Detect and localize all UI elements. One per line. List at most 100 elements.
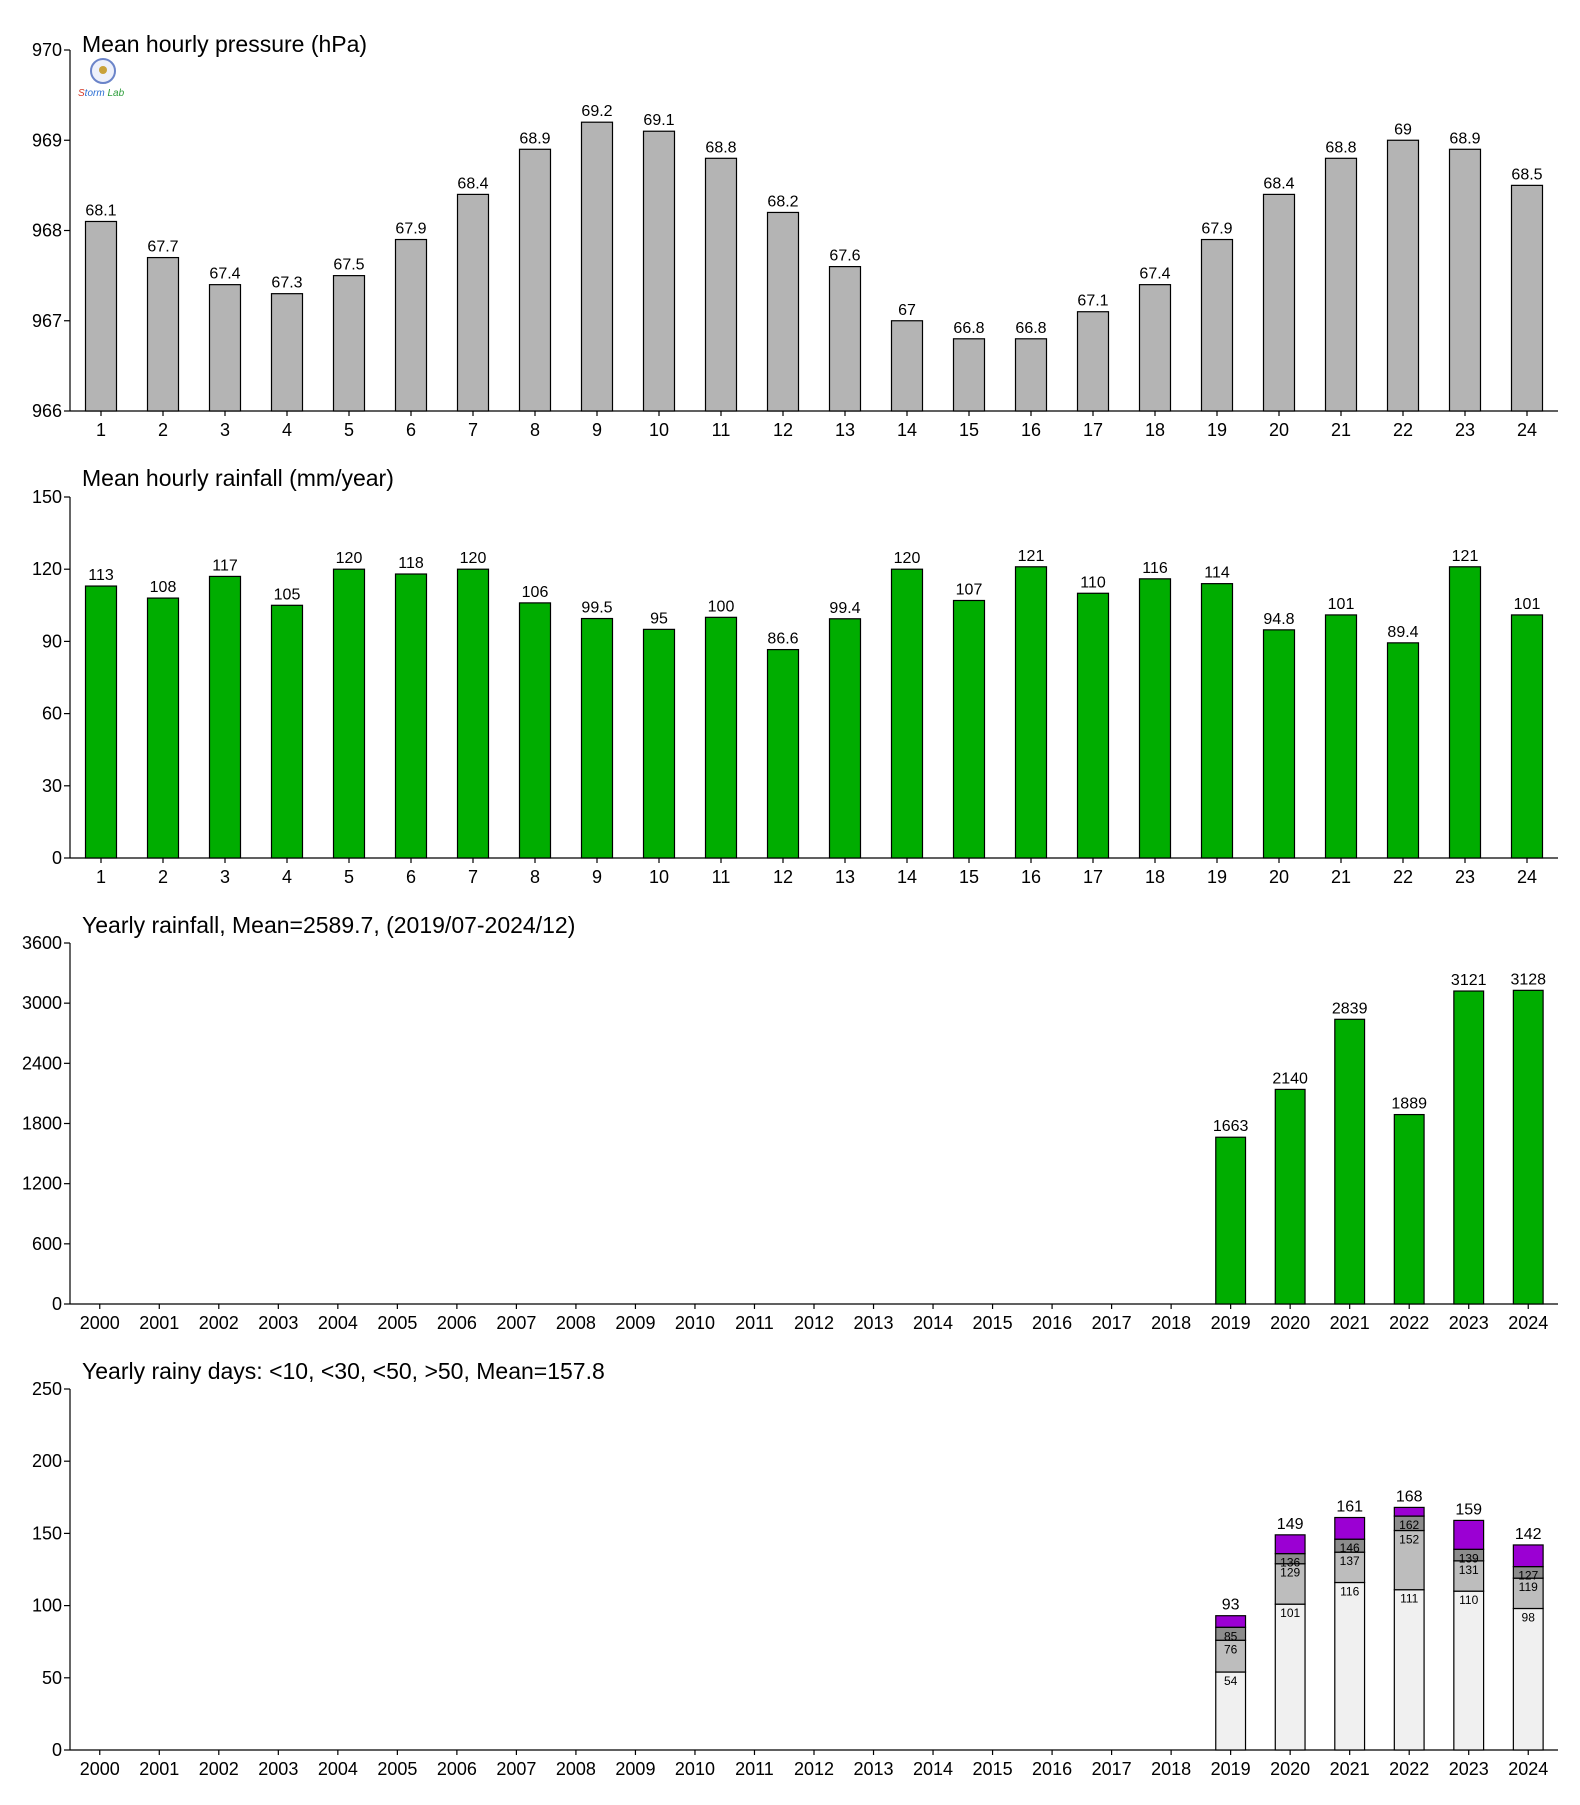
stacked-bar-segment xyxy=(1393,1529,1425,1591)
data-label: 159 xyxy=(1455,1501,1482,1518)
x-tick-label: 2023 xyxy=(1449,1759,1489,1779)
data-label: 120 xyxy=(460,550,487,567)
x-tick-label: 2007 xyxy=(496,1759,536,1779)
x-tick-label: 2004 xyxy=(318,1759,358,1779)
chart-panel-1: Mean hourly pressure (hPa)96696796896997… xyxy=(32,31,1558,440)
data-label: 117 xyxy=(212,557,238,574)
x-tick-label: 2012 xyxy=(794,1313,834,1333)
data-label: 149 xyxy=(1277,1516,1304,1533)
data-label: 69 xyxy=(1394,121,1412,138)
x-tick-label: 7 xyxy=(468,867,478,887)
y-tick-label: 90 xyxy=(42,631,62,651)
x-tick-label: 19 xyxy=(1207,867,1227,887)
y-tick-label: 200 xyxy=(32,1451,62,1471)
bar xyxy=(766,211,800,412)
data-label: 101 xyxy=(1514,596,1541,613)
chart-panel-3: Yearly rainfall, Mean=2589.7, (2019/07-2… xyxy=(22,912,1558,1333)
bar xyxy=(208,575,242,859)
x-tick-label: 2020 xyxy=(1270,1759,1310,1779)
x-tick-label: 4 xyxy=(282,420,292,440)
x-tick-label: 2005 xyxy=(377,1759,417,1779)
bar xyxy=(1324,157,1358,412)
data-label: 106 xyxy=(522,584,549,601)
x-tick-label: 4 xyxy=(282,867,292,887)
data-label: 121 xyxy=(1018,548,1045,565)
bar xyxy=(704,157,738,412)
y-tick-label: 250 xyxy=(32,1379,62,1399)
data-label: 3128 xyxy=(1510,971,1546,988)
x-tick-label: 2018 xyxy=(1151,1759,1191,1779)
x-tick-label: 2001 xyxy=(139,1759,179,1779)
data-label: 161 xyxy=(1336,1499,1363,1516)
data-label: 142 xyxy=(1515,1526,1542,1543)
x-tick-label: 2022 xyxy=(1389,1759,1429,1779)
bar xyxy=(1324,614,1358,859)
data-label: 116 xyxy=(1142,560,1168,577)
data-label: 94.8 xyxy=(1263,611,1294,628)
x-tick-label: 23 xyxy=(1455,867,1475,887)
x-tick-label: 8 xyxy=(530,867,540,887)
bar xyxy=(1393,1113,1425,1305)
y-tick-label: 0 xyxy=(52,1740,62,1760)
bar xyxy=(394,573,428,859)
y-tick-label: 30 xyxy=(42,776,62,796)
x-tick-label: 20 xyxy=(1269,867,1289,887)
stacked-bar-segment xyxy=(1393,1589,1425,1751)
x-tick-label: 21 xyxy=(1331,420,1351,440)
x-tick-label: 2001 xyxy=(139,1313,179,1333)
segment-label: 54 xyxy=(1224,1674,1238,1688)
y-tick-label: 1800 xyxy=(22,1114,62,1134)
x-tick-label: 10 xyxy=(649,420,669,440)
data-label: 68.8 xyxy=(1325,139,1356,156)
stacked-bar-segment xyxy=(1453,1590,1485,1751)
y-tick-label: 50 xyxy=(42,1668,62,1688)
bar xyxy=(84,585,118,859)
data-label: 68.4 xyxy=(1263,175,1294,192)
bar xyxy=(890,568,924,859)
bar xyxy=(1510,184,1544,412)
bar xyxy=(642,628,676,859)
data-label: 68.4 xyxy=(457,175,488,192)
segment-label: 76 xyxy=(1224,1642,1238,1656)
bar xyxy=(828,618,862,859)
seal-icon xyxy=(90,58,116,84)
bar xyxy=(332,568,366,859)
x-tick-label: 2011 xyxy=(735,1759,774,1779)
storm-lab-logo: Storm Lab xyxy=(78,58,134,108)
data-label: 3121 xyxy=(1451,972,1487,989)
chart-panel-2: Mean hourly rainfall (mm/year)0306090120… xyxy=(32,465,1558,887)
bar xyxy=(1386,642,1420,859)
x-tick-label: 2022 xyxy=(1389,1313,1429,1333)
x-tick-label: 24 xyxy=(1517,420,1537,440)
stacked-bar-segment xyxy=(1274,1534,1306,1555)
x-tick-label: 2002 xyxy=(199,1759,239,1779)
x-tick-label: 2017 xyxy=(1092,1759,1132,1779)
data-label: 67.7 xyxy=(147,239,178,256)
data-label: 68.1 xyxy=(85,202,116,219)
x-tick-label: 2007 xyxy=(496,1313,536,1333)
segment-label: 137 xyxy=(1340,1554,1360,1568)
bar xyxy=(1014,566,1048,859)
segment-label: 110 xyxy=(1459,1593,1478,1607)
x-tick-label: 2024 xyxy=(1508,1313,1548,1333)
y-tick-label: 3000 xyxy=(22,993,62,1013)
x-tick-label: 18 xyxy=(1145,867,1165,887)
data-label: 114 xyxy=(1204,565,1230,582)
bar xyxy=(146,597,180,859)
x-tick-label: 1 xyxy=(96,420,106,440)
bar xyxy=(146,256,180,412)
bar xyxy=(1215,1136,1247,1305)
x-tick-label: 2 xyxy=(158,420,168,440)
data-label: 86.6 xyxy=(767,631,798,648)
x-tick-label: 2009 xyxy=(615,1759,655,1779)
x-tick-label: 23 xyxy=(1455,420,1475,440)
x-tick-label: 16 xyxy=(1021,867,1041,887)
x-tick-label: 6 xyxy=(406,420,416,440)
data-label: 100 xyxy=(708,598,735,615)
y-tick-label: 0 xyxy=(52,1294,62,1314)
logo-part-torm: torm xyxy=(84,88,105,99)
x-tick-label: 2003 xyxy=(258,1759,298,1779)
y-tick-label: 2400 xyxy=(22,1053,62,1073)
x-tick-label: 15 xyxy=(959,420,979,440)
